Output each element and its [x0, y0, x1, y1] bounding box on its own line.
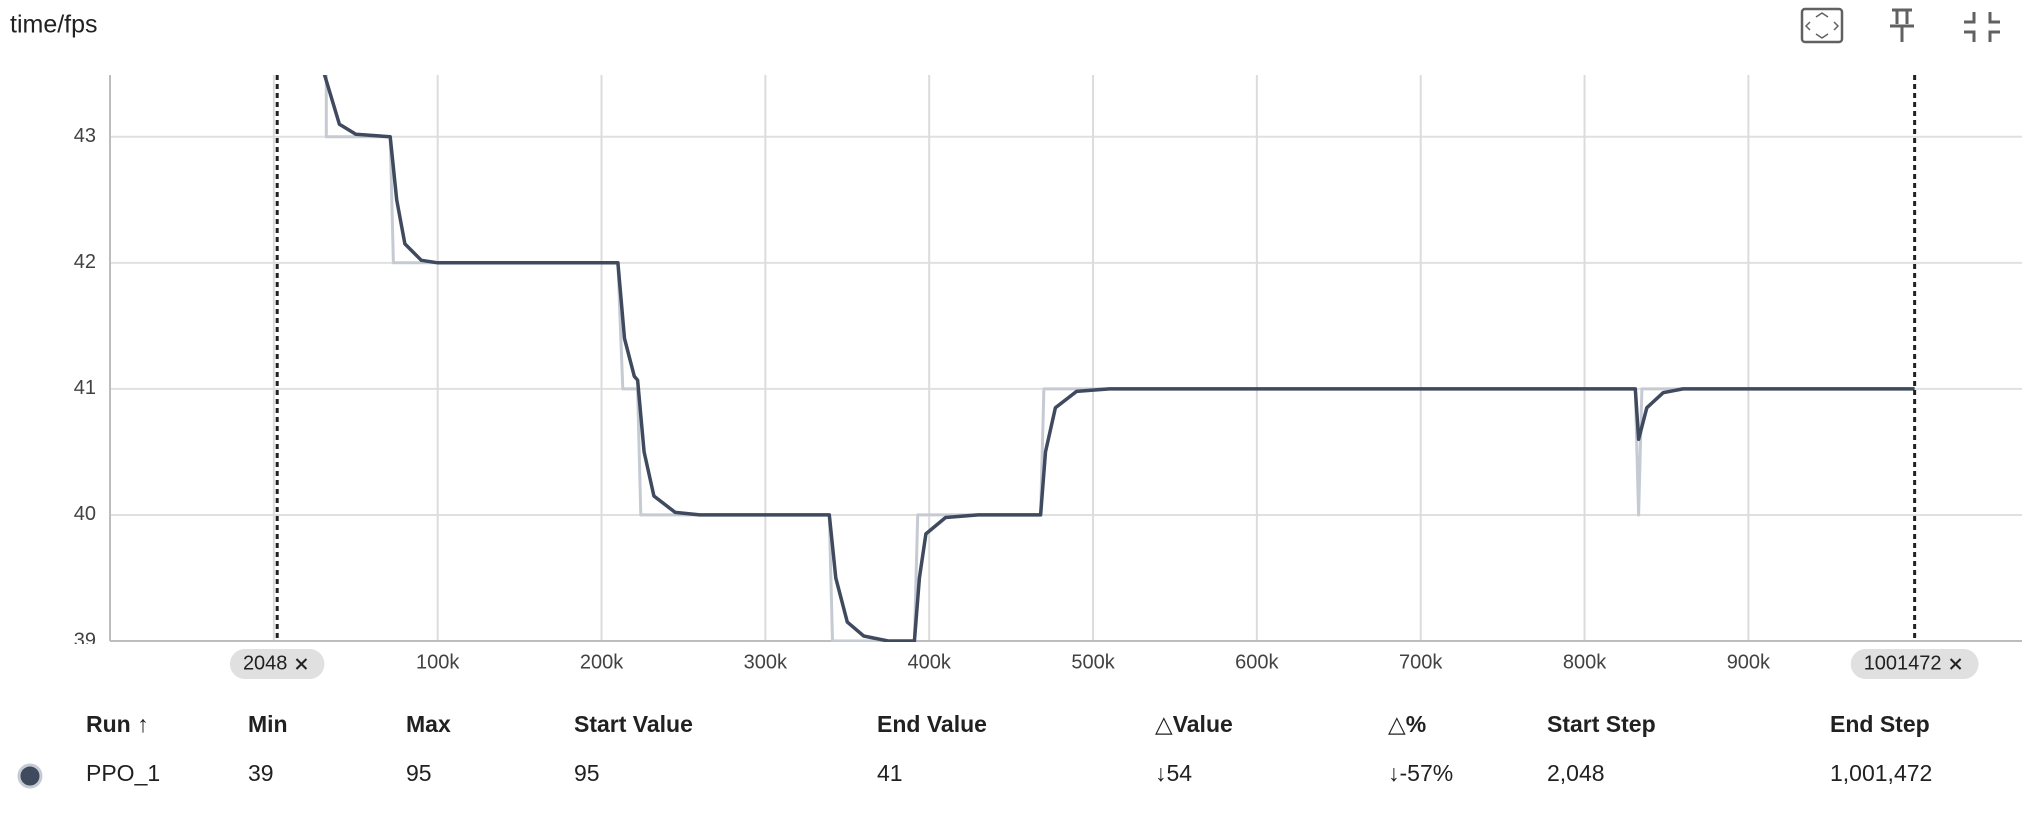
series-line	[324, 75, 1915, 642]
table-cell: ↓54	[1155, 760, 1192, 786]
step-badge[interactable]: 2048	[229, 649, 325, 679]
chart-title: time/fps	[10, 11, 98, 39]
x-tick-label: 800k	[1563, 651, 1607, 673]
table-cell: 39	[248, 760, 274, 786]
x-tick-label: 600k	[1235, 651, 1279, 673]
step-badge-bg	[229, 649, 325, 679]
step-badge-bg	[1850, 649, 1979, 679]
y-tick-label: 41	[74, 377, 96, 399]
table-cell: 95	[574, 760, 600, 786]
x-tick-label: 500k	[1071, 651, 1115, 673]
x-tick-label: 200k	[580, 651, 624, 673]
series-line	[322, 75, 1915, 642]
pin-button[interactable]	[1890, 8, 1914, 42]
column-header: Max	[406, 711, 451, 737]
table-cell: ↓-57%	[1388, 760, 1453, 786]
run-color-dot	[17, 763, 43, 789]
x-tick-label: 400k	[908, 651, 952, 673]
y-tick-label: 42	[74, 251, 96, 273]
column-header: Start Value	[574, 711, 693, 737]
fit-domain-button[interactable]	[1800, 7, 1844, 44]
x-tick-label: 100k	[416, 651, 460, 673]
step-badge[interactable]: 1001472	[1850, 649, 1979, 679]
table-cell: 2,048	[1547, 760, 1605, 786]
table-cell: 95	[406, 760, 432, 786]
step-badge-label: 1001472	[1864, 652, 1942, 674]
column-header: △%	[1388, 711, 1426, 737]
column-header: End Value	[877, 711, 987, 737]
x-tick-label: 300k	[744, 651, 788, 673]
remove-marker-icon	[1949, 658, 1962, 670]
table-cell: 1,001,472	[1830, 760, 1932, 786]
column-header: Min	[248, 711, 288, 737]
remove-marker-icon	[295, 658, 308, 670]
x-tick-label: 900k	[1727, 651, 1771, 673]
column-header: Start Step	[1547, 711, 1656, 737]
column-header: End Step	[1830, 711, 1930, 737]
y-tick-label: 43	[74, 125, 96, 147]
step-badge-label: 2048	[243, 652, 288, 674]
collapse-button[interactable]	[1964, 12, 2000, 42]
x-tick-label: 700k	[1399, 651, 1443, 673]
column-header: △Value	[1155, 711, 1233, 737]
table-cell: 41	[877, 760, 903, 786]
column-header: Run ↑	[86, 711, 149, 737]
y-tick-label: 39	[74, 629, 96, 651]
y-tick-label: 40	[74, 503, 96, 525]
table-cell: PPO_1	[86, 760, 160, 786]
